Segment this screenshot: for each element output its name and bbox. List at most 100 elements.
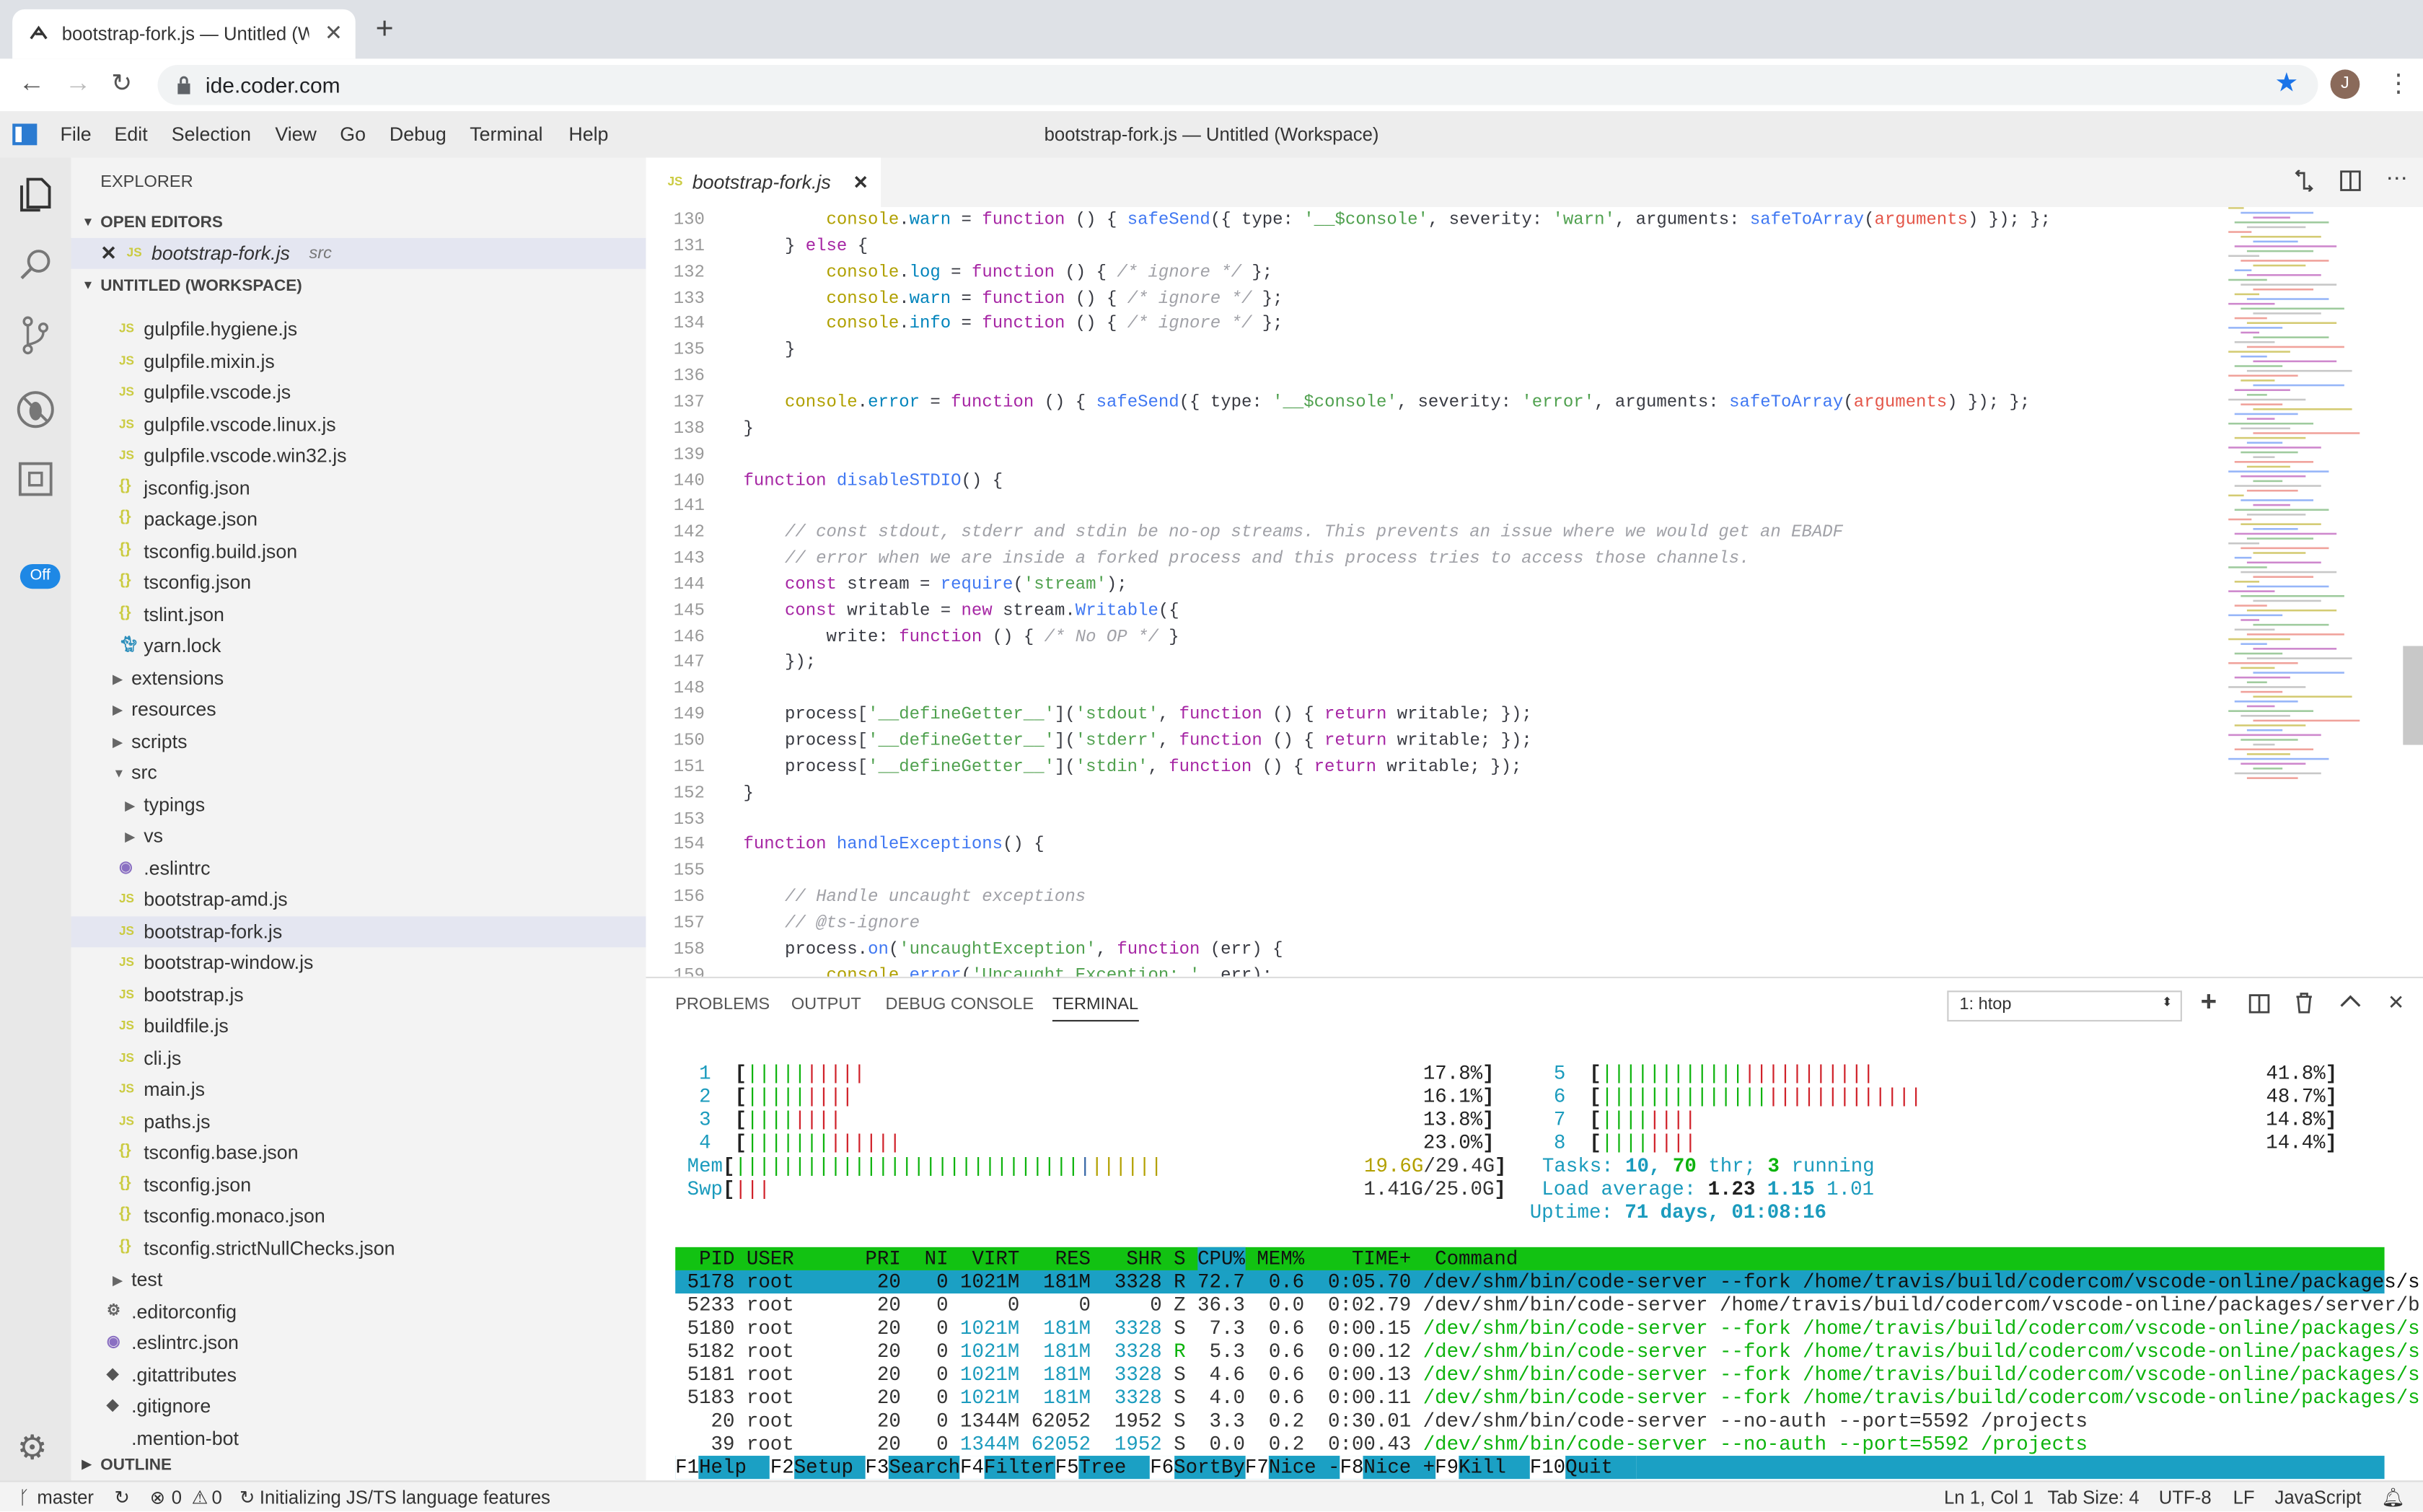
- tree-file[interactable]: JS bootstrap-window.js: [71, 947, 646, 978]
- back-icon[interactable]: ←: [18, 68, 45, 97]
- tree-file[interactable]: {} jsconfig.json: [71, 472, 646, 503]
- chevron-right-icon[interactable]: ▶: [82, 1457, 92, 1472]
- off-toggle[interactable]: Off: [19, 563, 61, 589]
- reload-icon[interactable]: ↻: [111, 71, 132, 97]
- process-table-header[interactable]: PID USER PRI NI VIRT RES SHR S CPU% MEM%…: [675, 1247, 2385, 1270]
- process-row[interactable]: 39 root 20 0 1344M 62052 1952 S 0.0 0.2 …: [675, 1432, 2088, 1456]
- fkey-search[interactable]: F3Search: [865, 1456, 961, 1480]
- tree-file[interactable]: JS cli.js: [71, 1042, 646, 1073]
- process-row[interactable]: 5180 root 20 0 1021M 181M 3328 S 7.3 0.6…: [675, 1317, 2420, 1340]
- menu-selection[interactable]: Selection: [171, 123, 251, 146]
- browser-tab[interactable]: bootstrap-fork.js — Untitled (W ✕: [12, 9, 356, 59]
- workspace-header[interactable]: UNTITLED (WORKSPACE): [100, 276, 302, 296]
- split-editor-icon[interactable]: [2339, 170, 2361, 192]
- tree-file[interactable]: JS gulpfile.hygiene.js: [71, 314, 646, 345]
- warning-icon[interactable]: ⚠: [191, 1486, 208, 1508]
- close-tab-icon[interactable]: ✕: [853, 171, 869, 193]
- terminal-htop[interactable]: 1 [|||||||||| 17.8%] 5 [||||||||||||||||…: [675, 1062, 2420, 1480]
- notifications-bell-icon[interactable]: 🔔︎: [2381, 1486, 2405, 1508]
- tree-file[interactable]: {} tsconfig.monaco.json: [71, 1201, 646, 1232]
- tree-file[interactable]: {} tsconfig.base.json: [71, 1138, 646, 1169]
- tree-file[interactable]: {} tslint.json: [71, 599, 646, 630]
- profile-avatar[interactable]: J: [2330, 69, 2360, 100]
- extensions-icon[interactable]: [18, 462, 53, 496]
- outline-header[interactable]: OUTLINE: [100, 1456, 172, 1474]
- chevron-down-icon[interactable]: ▼: [82, 278, 94, 292]
- fkey-sortby[interactable]: F6SortBy: [1150, 1456, 1245, 1480]
- settings-gear-icon[interactable]: ⚙: [17, 1428, 48, 1467]
- tree-file[interactable]: {} tsconfig.build.json: [71, 535, 646, 566]
- tree-file[interactable]: {} package.json: [71, 504, 646, 535]
- menu-debug[interactable]: Debug: [389, 123, 447, 146]
- tree-file[interactable]: JS bootstrap-amd.js: [71, 884, 646, 915]
- end-of-line[interactable]: LF: [2233, 1486, 2255, 1508]
- menu-view[interactable]: View: [275, 123, 317, 146]
- fkey-nice[interactable]: F7Nice -: [1244, 1456, 1340, 1480]
- warning-count[interactable]: 0: [211, 1486, 222, 1508]
- fkey-kill[interactable]: F9Kill: [1435, 1456, 1530, 1480]
- explorer-icon[interactable]: [19, 176, 53, 213]
- menu-terminal[interactable]: Terminal: [470, 123, 543, 146]
- menu-help[interactable]: Help: [568, 123, 609, 146]
- cursor-position[interactable]: Ln 1, Col 1: [1944, 1486, 2034, 1508]
- tree-file[interactable]: {} tsconfig.json: [71, 567, 646, 598]
- bookmark-star-icon[interactable]: ★: [2274, 68, 2299, 97]
- tree-folder[interactable]: ▶ typings: [71, 789, 646, 820]
- sync-icon[interactable]: ↻: [114, 1486, 131, 1508]
- tab-terminal[interactable]: TERMINAL: [1052, 995, 1139, 1022]
- tree-file[interactable]: JS gulpfile.vscode.linux.js: [71, 409, 646, 440]
- fkey-quit[interactable]: F10Quit: [1529, 1456, 1637, 1480]
- process-row[interactable]: 20 root 20 0 1344M 62052 1952 S 3.3 0.2 …: [675, 1409, 2088, 1433]
- close-panel-icon[interactable]: ✕: [2387, 990, 2405, 1014]
- maximize-panel-icon[interactable]: [2339, 993, 2361, 1008]
- editor-tab[interactable]: JS bootstrap-fork.js ✕: [646, 157, 881, 208]
- new-terminal-icon[interactable]: +: [2200, 985, 2217, 1017]
- tree-folder[interactable]: ▼ src: [71, 757, 646, 788]
- tree-file[interactable]: JS bootstrap.js: [71, 979, 646, 1010]
- fkey-filter[interactable]: F4Filter: [960, 1456, 1055, 1480]
- tree-folder[interactable]: ▶ resources: [71, 694, 646, 725]
- process-row[interactable]: 5178 root 20 0 1021M 181M 3328 R 72.7 0.…: [675, 1270, 2420, 1294]
- git-branch[interactable]: master: [37, 1486, 94, 1508]
- tab-debug-console[interactable]: DEBUG CONSOLE: [885, 995, 1034, 1014]
- fkey-tree[interactable]: F5Tree: [1055, 1456, 1151, 1480]
- open-editor-item[interactable]: ✕ JS bootstrap-fork.js src: [71, 237, 646, 269]
- tree-file[interactable]: JS gulpfile.vscode.js: [71, 377, 646, 408]
- tree-file[interactable]: JS gulpfile.vscode.win32.js: [71, 441, 646, 472]
- tree-folder[interactable]: ▶ scripts: [71, 726, 646, 757]
- tree-file[interactable]: JS main.js: [71, 1074, 646, 1105]
- close-tab-icon[interactable]: ✕: [324, 19, 343, 45]
- fkey-nice[interactable]: F8Nice +: [1340, 1456, 1435, 1480]
- code-editor[interactable]: 130 console.warn = function () { safeSen…: [646, 207, 2423, 977]
- tree-folder[interactable]: ▶ vs: [71, 821, 646, 852]
- encoding[interactable]: UTF-8: [2158, 1486, 2212, 1508]
- tree-file[interactable]: {} tsconfig.json: [71, 1169, 646, 1200]
- tree-file[interactable]: ◆ .gitignore: [71, 1391, 646, 1422]
- tree-file[interactable]: JS bootstrap-fork.js: [71, 915, 646, 947]
- debug-icon[interactable]: [15, 390, 56, 430]
- tab-output[interactable]: OUTPUT: [791, 995, 861, 1014]
- tree-file[interactable]: JS gulpfile.mixin.js: [71, 346, 646, 377]
- menu-file[interactable]: File: [60, 123, 92, 146]
- error-icon[interactable]: ⊗: [149, 1486, 166, 1508]
- process-row[interactable]: 5182 root 20 0 1021M 181M 3328 R 5.3 0.6…: [675, 1340, 2420, 1363]
- menu-go[interactable]: Go: [340, 123, 366, 146]
- browser-menu-icon[interactable]: ⋮: [2385, 71, 2411, 97]
- tree-file[interactable]: JS buildfile.js: [71, 1011, 646, 1042]
- source-control-icon[interactable]: [19, 315, 53, 356]
- more-actions-icon[interactable]: ⋯: [2385, 165, 2408, 190]
- menu-edit[interactable]: Edit: [114, 123, 148, 146]
- tree-file[interactable]: ◉ .eslintrc.json: [71, 1327, 646, 1358]
- fkey-setup[interactable]: F2Setup: [770, 1456, 866, 1480]
- fkey-help[interactable]: F1Help: [675, 1456, 770, 1480]
- open-editors-header[interactable]: OPEN EDITORS: [100, 213, 223, 232]
- chevron-down-icon[interactable]: ▼: [82, 214, 94, 229]
- new-tab-icon[interactable]: +: [375, 12, 394, 47]
- tree-folder[interactable]: ▶ extensions: [71, 662, 646, 693]
- url-field[interactable]: ide.coder.com ★: [157, 64, 2318, 105]
- editor-scrollbar[interactable]: [2403, 646, 2423, 745]
- error-count[interactable]: 0: [171, 1486, 183, 1508]
- forward-icon[interactable]: →: [64, 68, 92, 97]
- minimap[interactable]: [2225, 207, 2403, 794]
- tree-file[interactable]: ⚙ .editorconfig: [71, 1296, 646, 1327]
